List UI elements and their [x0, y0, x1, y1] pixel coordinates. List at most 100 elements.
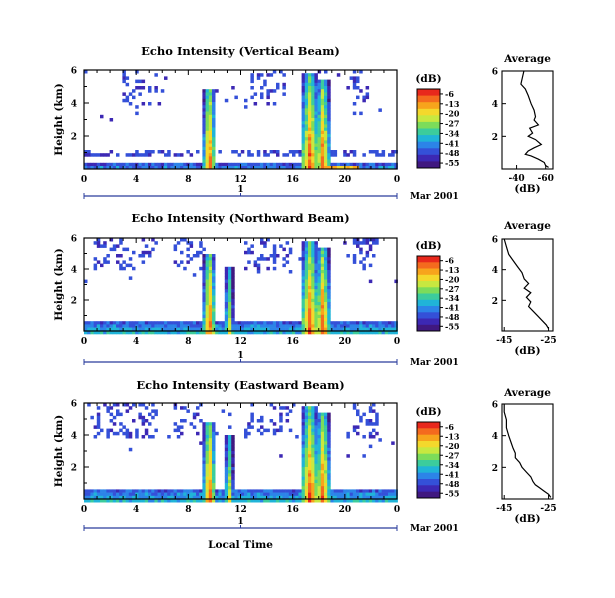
heatmap-cell [381, 162, 386, 167]
colorbar-swatch [417, 306, 440, 313]
heatmap-cell [301, 302, 306, 306]
heatmap-cell [202, 143, 206, 148]
heatmap-cell [301, 247, 306, 252]
heatmap-cell [202, 289, 206, 293]
heatmap-cell [301, 318, 306, 322]
heatmap-cell [308, 166, 312, 170]
heatmap-cell [304, 134, 309, 138]
heatmap-cell [90, 166, 94, 170]
heatmap-cell [138, 327, 142, 332]
heatmap-cell [381, 166, 386, 170]
heatmap-cell [324, 89, 328, 93]
heatmap-cell [320, 298, 325, 303]
heatmap-cell [112, 244, 117, 248]
heatmap-cell [208, 292, 213, 296]
heatmap-cell [109, 321, 114, 325]
heatmap-cell [311, 92, 315, 96]
heatmap-cell [234, 330, 238, 335]
heatmap-cell [231, 451, 235, 455]
heatmap-cell [215, 492, 219, 497]
heatmap-cell [100, 321, 104, 325]
heatmap-cell [285, 254, 290, 258]
heatmap-cell [208, 159, 213, 164]
heatmap-cell [314, 451, 318, 455]
heatmap-cell [320, 438, 325, 442]
heatmap-cell [231, 305, 235, 309]
heatmap-cell [333, 150, 338, 154]
heatmap-cell [311, 273, 315, 277]
heatmap-cell [314, 276, 318, 280]
heatmap-cell [304, 257, 309, 261]
heatmap-cell [164, 495, 168, 500]
heatmap-cell [202, 460, 206, 465]
heatmap-cell [378, 321, 382, 325]
heatmap-cell [224, 495, 229, 500]
heatmap-cell [317, 143, 322, 148]
heatmap-cell [298, 492, 302, 497]
heatmap-cell [308, 105, 312, 109]
heatmap-cell [317, 435, 322, 439]
heatmap-cell [311, 298, 315, 303]
heatmap-cell [202, 118, 206, 122]
heatmap-cell [327, 82, 331, 87]
heatmap-cell [119, 327, 123, 332]
heatmap-cell [308, 470, 312, 474]
heatmap-cell [282, 166, 286, 170]
heatmap-cell [340, 324, 344, 328]
heatmap-cell [301, 279, 306, 284]
heatmap-cell [212, 438, 216, 442]
heatmap-cell [391, 492, 395, 497]
heatmap-cell [183, 327, 187, 332]
heatmap-cell [208, 476, 213, 481]
heatmap-cell [208, 102, 213, 106]
heatmap-cell [266, 102, 270, 106]
heatmap-cell [266, 266, 270, 271]
heatmap-cell [212, 134, 216, 138]
heatmap-cell [263, 499, 267, 503]
heatmap-cell [324, 166, 328, 170]
heatmap-cell [317, 130, 322, 135]
heatmap-cell [148, 254, 152, 258]
heatmap-cell [212, 444, 216, 449]
heatmap-cell [228, 492, 232, 497]
heatmap-cell [263, 166, 267, 170]
heatmap-cell [333, 495, 338, 500]
heatmap-cell [125, 324, 130, 328]
heatmap-cell [391, 327, 395, 332]
heatmap-cell [301, 454, 306, 458]
heatmap-cell [324, 156, 328, 160]
heatmap-cell [362, 321, 366, 325]
heatmap-cell [324, 479, 328, 484]
heatmap-cell [298, 166, 302, 170]
heatmap-cell [212, 311, 216, 316]
heatmap-cell [391, 330, 395, 335]
heatmap-cell [160, 330, 165, 335]
heatmap-cell [228, 324, 232, 328]
heatmap-cell [327, 156, 331, 160]
heatmap-cell [263, 489, 267, 493]
y-tick-label: 4 [71, 432, 77, 442]
heatmap-cell [317, 454, 322, 458]
average-x-tick-label: -45 [496, 504, 512, 514]
heatmap-cell [311, 137, 315, 141]
heatmap-cell [324, 105, 328, 109]
heatmap-cell [202, 295, 206, 300]
heatmap-cell [256, 73, 261, 77]
heatmap-cell [276, 499, 280, 503]
colorbar-swatch [417, 102, 440, 110]
heatmap-cell [320, 311, 325, 316]
heatmap-cell [212, 260, 216, 264]
heatmap-cell [317, 137, 322, 141]
heatmap-cell [375, 241, 379, 245]
heatmap-cell [320, 428, 325, 433]
heatmap-cell [212, 273, 216, 277]
heatmap-cell [132, 324, 136, 328]
heatmap-cell [288, 428, 293, 433]
heatmap-cell [308, 302, 312, 306]
heatmap-cell [365, 327, 370, 332]
heatmap-cell [304, 89, 309, 93]
heatmap-cell [308, 241, 312, 245]
heatmap-cell [212, 422, 216, 426]
heatmap-cell [381, 330, 386, 335]
heatmap-cell [228, 486, 232, 490]
